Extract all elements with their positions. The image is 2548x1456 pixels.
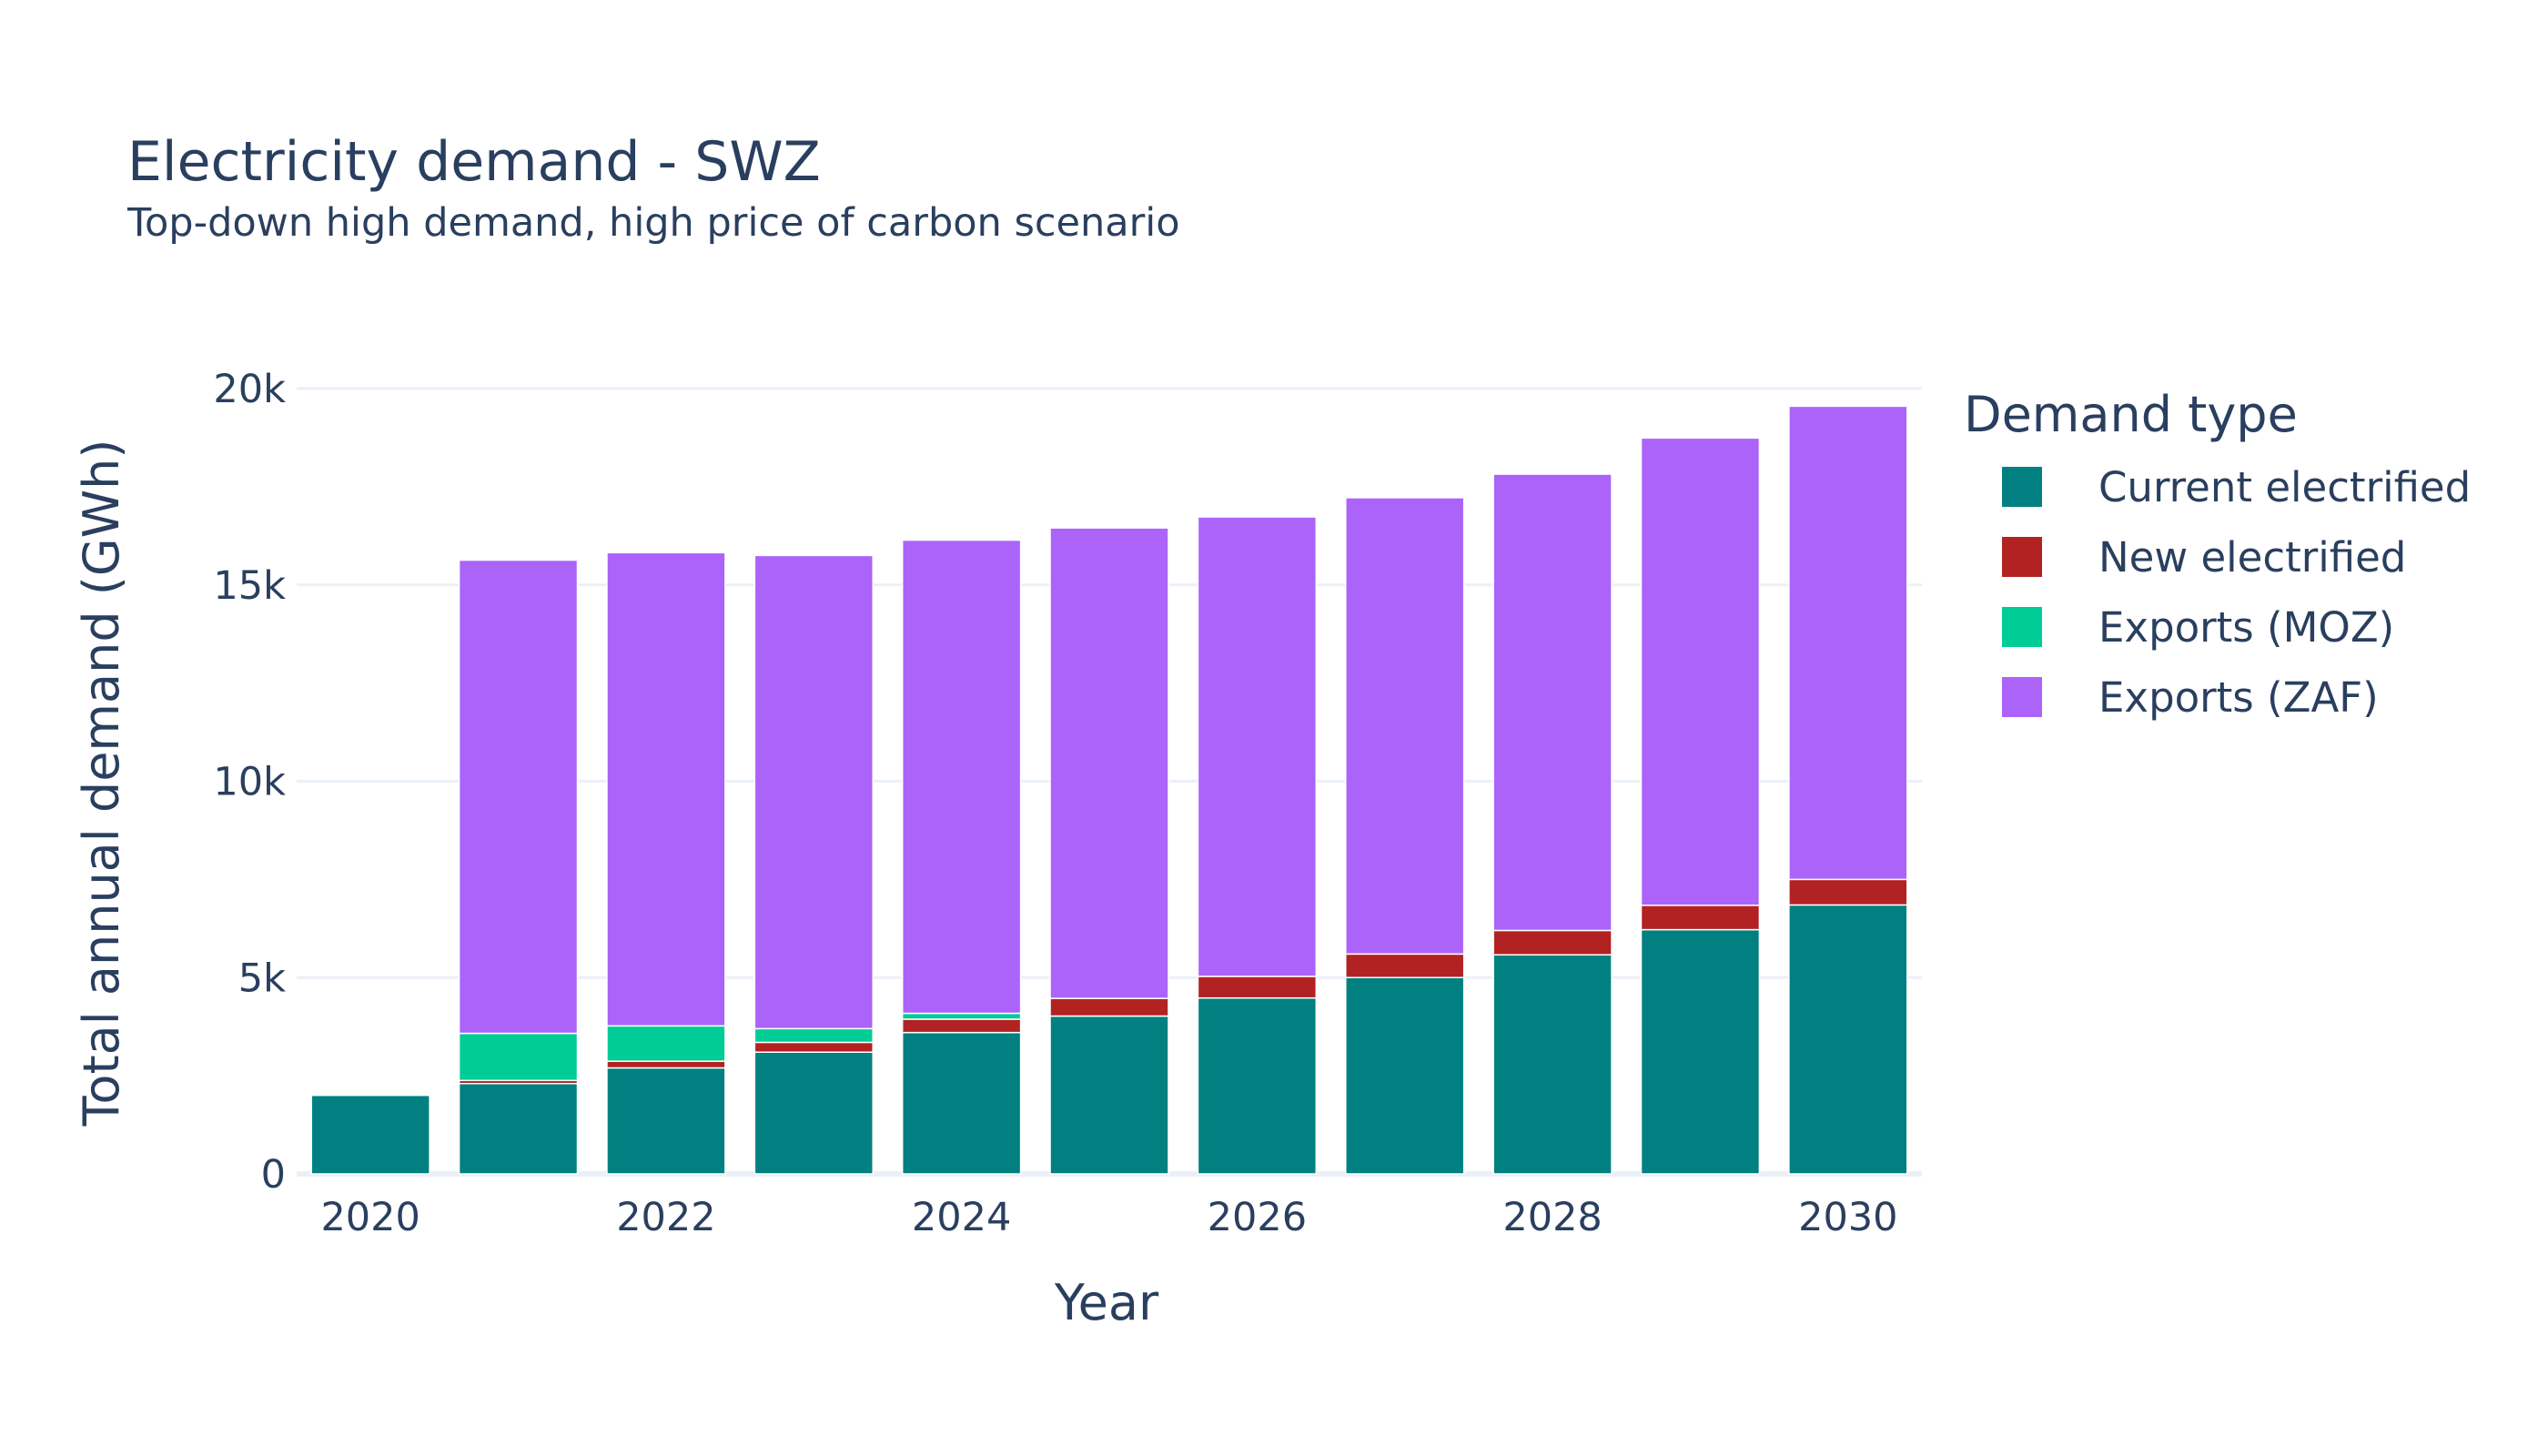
bar-segment (606, 1060, 726, 1069)
bar-segment (1788, 904, 1908, 1175)
bar-segment (901, 539, 1022, 1015)
bar-segment (1345, 953, 1465, 978)
chart-subtitle: Top-down high demand, high price of carb… (126, 200, 1180, 246)
legend-swatch (2002, 607, 2042, 647)
y-tick-label: 20k (213, 367, 286, 412)
bar-segment (1049, 997, 1169, 1017)
bar-segment (1197, 516, 1318, 977)
bar-segment (1345, 976, 1465, 1175)
bar-segment (1492, 954, 1613, 1175)
bar-segment (1049, 527, 1169, 999)
bar-segment (901, 1031, 1022, 1175)
bar-segment (901, 1012, 1022, 1020)
legend: Demand type Current electrified New elect… (1964, 386, 2471, 722)
bar-segment (458, 1083, 579, 1175)
bar-segment (753, 1051, 874, 1175)
bar-segment (1640, 928, 1761, 1175)
bar-segment (753, 1041, 874, 1053)
axis-ticks: 0 5k 10k 15k 20k 2020 2022 2024 2026 2028 2030 (213, 367, 1897, 1240)
bar-segment (606, 1067, 726, 1175)
bar-segment (1788, 405, 1908, 881)
x-tick-label: 2026 (1208, 1195, 1307, 1240)
legend-swatch (2002, 467, 2042, 507)
bar-segment (753, 554, 874, 1030)
y-tick-label: 0 (261, 1152, 286, 1198)
bar-segment (1640, 437, 1761, 906)
bar-segment (1197, 976, 1318, 999)
legend-label: New electrified (2098, 533, 2406, 581)
legend-title: Demand type (1964, 386, 2298, 443)
bar-segment (1197, 996, 1318, 1175)
bar-segment (753, 1027, 874, 1044)
bar-segment (458, 1032, 579, 1082)
x-axis-title: Year (1054, 1274, 1159, 1331)
y-tick-label: 5k (238, 956, 286, 1001)
x-tick-label: 2020 (320, 1195, 420, 1240)
bar-segment (901, 1018, 1022, 1034)
bars (310, 405, 1908, 1175)
bar-segment (1640, 905, 1761, 931)
bar-segment (1492, 929, 1613, 956)
legend-label: Exports (MOZ) (2098, 603, 2394, 652)
bar-segment (458, 559, 579, 1035)
y-tick-label: 10k (213, 760, 286, 805)
x-tick-label: 2030 (1798, 1195, 1897, 1240)
bar-segment (606, 551, 726, 1027)
x-tick-label: 2028 (1502, 1195, 1602, 1240)
bar-segment (1492, 473, 1613, 932)
legend-label: Current electrified (2098, 463, 2471, 511)
legend-swatch (2002, 677, 2042, 717)
y-tick-label: 15k (213, 563, 286, 609)
y-axis-title: Total annual demand (GWh) (73, 440, 130, 1127)
legend-swatch (2002, 537, 2042, 577)
bar-segment (606, 1025, 726, 1062)
bar-segment (1345, 497, 1465, 956)
chart-title: Electricity demand - SWZ (127, 130, 821, 194)
bar-segment (310, 1094, 430, 1175)
legend-label: Exports (ZAF) (2098, 673, 2379, 722)
bar-segment (1049, 1015, 1169, 1175)
x-tick-label: 2022 (616, 1195, 715, 1240)
bar-segment (1788, 878, 1908, 906)
x-tick-label: 2024 (912, 1195, 1011, 1240)
